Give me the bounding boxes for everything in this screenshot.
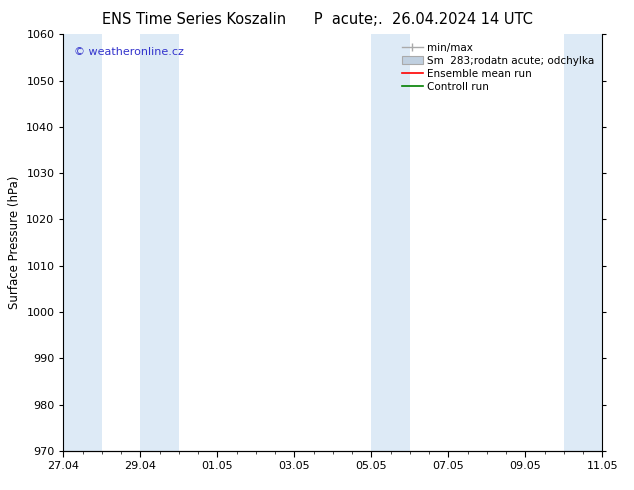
Bar: [63, 34, 102, 451]
Bar: [564, 34, 602, 451]
Legend: min/max, Sm  283;rodatn acute; odchylka, Ensemble mean run, Controll run: min/max, Sm 283;rodatn acute; odchylka, …: [399, 40, 597, 95]
Y-axis label: Surface Pressure (hPa): Surface Pressure (hPa): [8, 176, 21, 309]
Bar: [140, 34, 179, 451]
Bar: [372, 34, 410, 451]
Text: ENS Time Series Koszalin      P  acute;.  26.04.2024 14 UTC: ENS Time Series Koszalin P acute;. 26.04…: [101, 12, 533, 27]
Text: © weatheronline.cz: © weatheronline.cz: [74, 47, 184, 57]
